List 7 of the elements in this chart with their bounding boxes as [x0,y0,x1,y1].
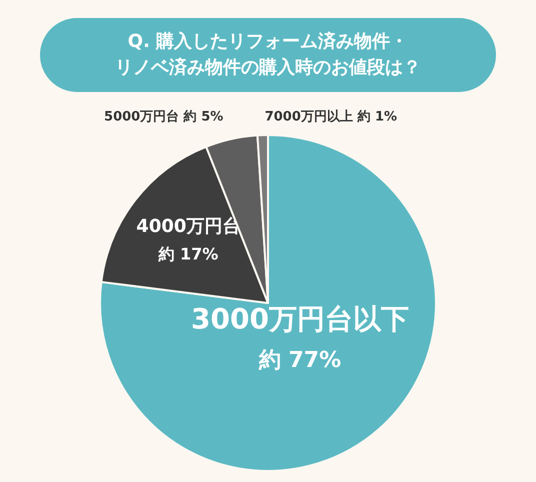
slice-label: 5000万円台 約 5% [104,108,224,125]
data-label: 約 77% [258,348,342,374]
slice-label: 7000万円以上 約 1% [264,110,398,125]
data-label: 約 17% [157,244,218,264]
pie-slice [99,134,437,472]
chart-title: Q. 購入したリフォーム済み物件・リノベ済み物件の購入時のお値段は？ [115,30,421,78]
slice-label: 3000万円台以下 [191,302,409,336]
